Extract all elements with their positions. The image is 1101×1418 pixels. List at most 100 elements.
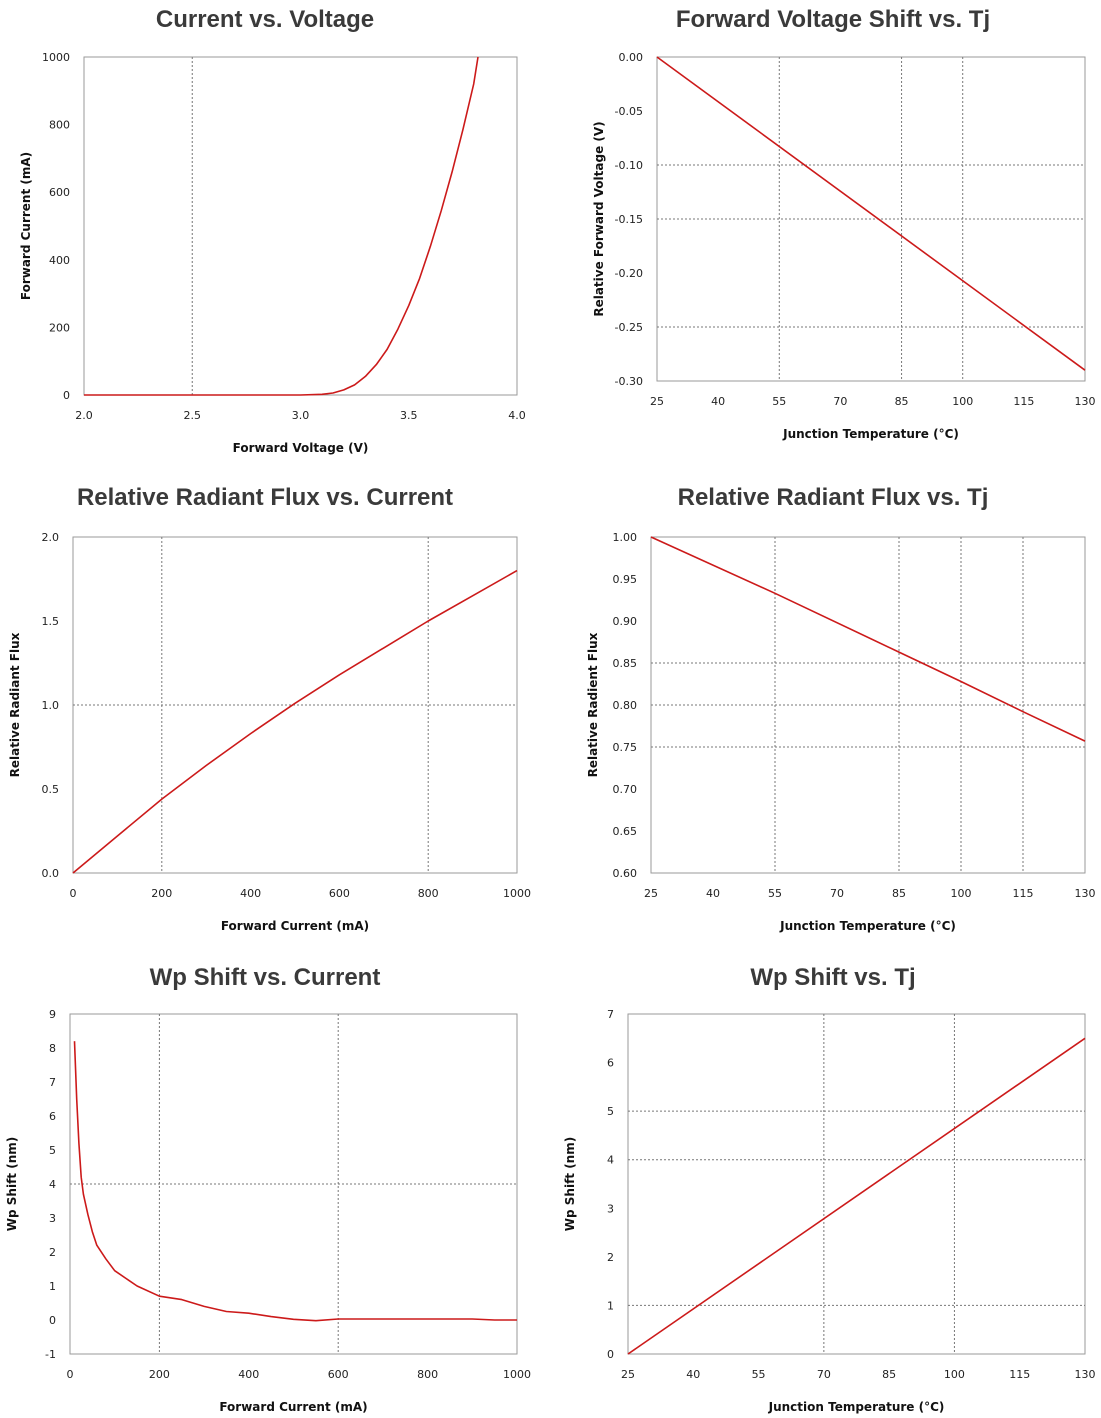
x-tick-label: 130 xyxy=(1075,395,1096,408)
y-tick-label: 0.70 xyxy=(613,783,638,796)
x-tick-label: 70 xyxy=(817,1368,831,1381)
y-tick-label: -1 xyxy=(45,1348,56,1361)
chart-title: Relative Radiant Flux vs. Tj xyxy=(677,484,989,511)
x-tick-label: 800 xyxy=(417,1368,438,1381)
chart-title: Relative Radiant Flux vs. Current xyxy=(76,484,454,511)
x-tick-label: 55 xyxy=(752,1368,766,1381)
y-axis-label: Forward Current (mA) xyxy=(19,152,33,300)
series-line xyxy=(656,56,1086,371)
y-axis-label: Relative Radiant Flux xyxy=(8,632,22,777)
x-tick-label: 400 xyxy=(238,1368,259,1381)
y-tick-label: 0.0 xyxy=(42,867,60,880)
x-tick-label: 100 xyxy=(952,395,973,408)
y-tick-label: 0.80 xyxy=(613,699,638,712)
y-tick-label: 7 xyxy=(607,1008,614,1021)
y-tick-label: 1 xyxy=(607,1299,614,1312)
plot-frame xyxy=(627,1013,1086,1355)
series-line xyxy=(650,536,1086,742)
x-tick-label: 55 xyxy=(768,887,782,900)
y-tick-label: -0.05 xyxy=(615,105,643,118)
y-tick-label: 2.0 xyxy=(42,531,60,544)
x-tick-label: 85 xyxy=(882,1368,896,1381)
x-tick-label: 1000 xyxy=(503,1368,531,1381)
y-tick-label: 0.90 xyxy=(613,615,638,628)
chart-title: Wp Shift vs. Tj xyxy=(750,964,916,991)
series-line xyxy=(72,569,518,874)
y-tick-label: 600 xyxy=(49,186,70,199)
x-axis-label: Forward Voltage (V) xyxy=(233,441,369,455)
y-tick-label: 1 xyxy=(49,1280,56,1293)
y-tick-label: 0.60 xyxy=(613,867,638,880)
x-tick-label: 0 xyxy=(67,1368,74,1381)
x-tick-label: 0 xyxy=(70,887,77,900)
y-tick-label: 3 xyxy=(49,1212,56,1225)
y-tick-label: 0 xyxy=(63,389,70,402)
y-tick-label: -0.10 xyxy=(615,159,643,172)
chart-1: 25 40 55 70 85 100 115 130 0.00 -0.05 -0.10 -0.15 -0… xyxy=(592,51,1096,441)
x-axis-label: Forward Current (mA) xyxy=(221,919,369,933)
y-axis-label: Relative Radient Flux xyxy=(586,632,600,777)
x-tick-label: 55 xyxy=(772,395,786,408)
y-tick-label: 9 xyxy=(49,1008,56,1021)
y-axis-label: Relative Forward Voltage (V) xyxy=(592,121,606,316)
chart-0: 2.0 2.5 3.0 3.5 4.0 0 200 400 600 800 1000 Forward … xyxy=(19,51,526,455)
x-tick-label: 800 xyxy=(418,887,439,900)
x-tick-label: 100 xyxy=(944,1368,965,1381)
x-tick-label: 200 xyxy=(149,1368,170,1381)
y-tick-label: 1.00 xyxy=(613,531,638,544)
y-tick-label: 6 xyxy=(49,1110,56,1123)
x-tick-label: 3.0 xyxy=(292,409,310,422)
x-axis-label: Junction Temperature (°C) xyxy=(782,427,959,441)
x-tick-label: 85 xyxy=(892,887,906,900)
x-tick-label: 1000 xyxy=(503,887,531,900)
x-tick-label: 25 xyxy=(621,1368,635,1381)
y-tick-label: 6 xyxy=(607,1057,614,1070)
series-line xyxy=(84,56,479,396)
y-tick-label: 0.95 xyxy=(613,573,638,586)
x-tick-label: 25 xyxy=(644,887,658,900)
x-axis-label: Forward Current (mA) xyxy=(219,1400,367,1414)
y-tick-label: 1000 xyxy=(42,51,70,64)
chart-title: Forward Voltage Shift vs. Tj xyxy=(675,6,991,33)
series-line xyxy=(627,1037,1086,1355)
x-tick-label: 85 xyxy=(895,395,909,408)
x-tick-label: 4.0 xyxy=(508,409,526,422)
x-tick-label: 600 xyxy=(329,887,350,900)
y-tick-label: 1.5 xyxy=(42,615,60,628)
x-tick-label: 2.5 xyxy=(184,409,202,422)
y-tick-label: 400 xyxy=(49,254,70,267)
y-tick-label: 2 xyxy=(607,1251,614,1264)
y-axis-label: Wp Shift (nm) xyxy=(563,1137,577,1231)
x-tick-label: 3.5 xyxy=(400,409,418,422)
x-axis-label: Junction Temperature (°C) xyxy=(768,1400,945,1414)
x-tick-label: 600 xyxy=(328,1368,349,1381)
y-tick-label: 8 xyxy=(49,1042,56,1055)
y-tick-label: 0.65 xyxy=(613,825,638,838)
x-tick-label: 40 xyxy=(711,395,725,408)
x-tick-label: 130 xyxy=(1075,887,1096,900)
chart-2: 0 200 400 600 800 1000 0.0 0.5 1.0 1.5 2.0 Forward … xyxy=(8,531,531,933)
x-tick-label: 40 xyxy=(706,887,720,900)
chart-4: 0 200 400 600 800 1000 -1 0 1 2 3 4 5 6 7 8 9 Forward Cur… xyxy=(5,1008,531,1414)
x-tick-label: 115 xyxy=(1013,887,1034,900)
x-tick-label: 70 xyxy=(833,395,847,408)
y-tick-label: -0.15 xyxy=(615,213,643,226)
y-tick-label: 5 xyxy=(49,1144,56,1157)
chart-3: 25 40 55 70 85 100 115 130 0.60 0.65 0.70 0.75 0.80 0… xyxy=(586,531,1096,933)
x-tick-label: 130 xyxy=(1075,1368,1096,1381)
y-tick-label: 1.0 xyxy=(42,699,60,712)
y-tick-label: -0.30 xyxy=(615,375,643,388)
x-tick-label: 115 xyxy=(1009,1368,1030,1381)
y-tick-label: -0.20 xyxy=(615,267,643,280)
x-tick-label: 40 xyxy=(686,1368,700,1381)
y-tick-label: 0.85 xyxy=(613,657,638,670)
chart-title: Current vs. Voltage xyxy=(155,6,375,33)
x-tick-label: 70 xyxy=(830,887,844,900)
y-tick-label: 4 xyxy=(607,1154,614,1167)
y-tick-label: 5 xyxy=(607,1105,614,1118)
x-tick-label: 115 xyxy=(1013,395,1034,408)
y-axis-label: Wp Shift (nm) xyxy=(5,1137,19,1231)
series-line xyxy=(73,1041,517,1322)
y-tick-label: 4 xyxy=(49,1178,56,1191)
